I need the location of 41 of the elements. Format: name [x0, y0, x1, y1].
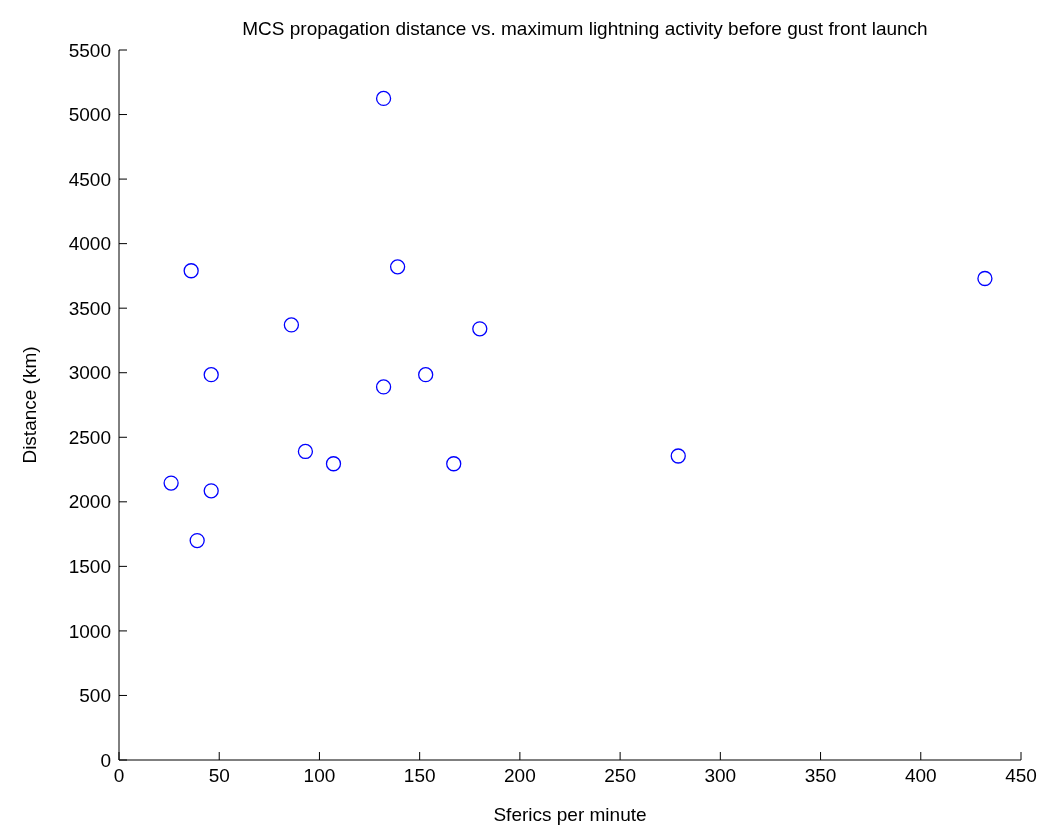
y-tick-label: 1000 — [68, 620, 111, 642]
y-tick-label: 0 — [100, 749, 111, 771]
point — [325, 456, 342, 472]
x-tick-label: 350 — [804, 765, 837, 786]
point — [418, 367, 434, 383]
x-axis-title: Sferics per minute — [493, 804, 647, 825]
x-tick-label: 250 — [604, 765, 636, 786]
point — [203, 483, 219, 499]
point — [389, 259, 406, 275]
y-tick-label: 500 — [79, 685, 111, 707]
y-tick-label: 5000 — [68, 104, 111, 126]
chart-title: MCS propagation distance vs. maximum lightning activity before gust front launch — [242, 18, 928, 39]
point — [189, 532, 205, 549]
y-tick-label: 5500 — [68, 39, 111, 61]
point — [163, 475, 179, 491]
point — [183, 263, 199, 279]
x-tick-label: 400 — [904, 765, 937, 786]
point — [670, 448, 686, 464]
point — [283, 317, 300, 333]
x-tick-label: 200 — [504, 765, 536, 786]
y-tick-label: 4000 — [68, 233, 111, 255]
y-axis-title: Distance (km) — [19, 346, 40, 464]
y-tick-label: 2500 — [68, 426, 111, 448]
point — [297, 443, 314, 460]
x-tick-label: 0 — [113, 765, 125, 786]
point — [446, 456, 462, 472]
x-tick-label: 50 — [208, 765, 230, 786]
point — [375, 379, 392, 395]
y-tick-label: 2000 — [68, 491, 111, 513]
point — [375, 90, 392, 107]
x-tick-label: 150 — [403, 765, 436, 786]
y-tick-label: 4500 — [68, 168, 111, 190]
x-tick-label: 450 — [1005, 765, 1037, 786]
x-tick-label: 300 — [704, 765, 737, 786]
point — [203, 367, 219, 383]
point — [472, 321, 488, 337]
x-tick-label: 100 — [303, 765, 336, 786]
y-tick-label: 1500 — [68, 556, 111, 578]
y-tick-label: 3000 — [68, 362, 111, 384]
y-tick-label: 3500 — [68, 297, 111, 319]
point — [977, 270, 993, 287]
